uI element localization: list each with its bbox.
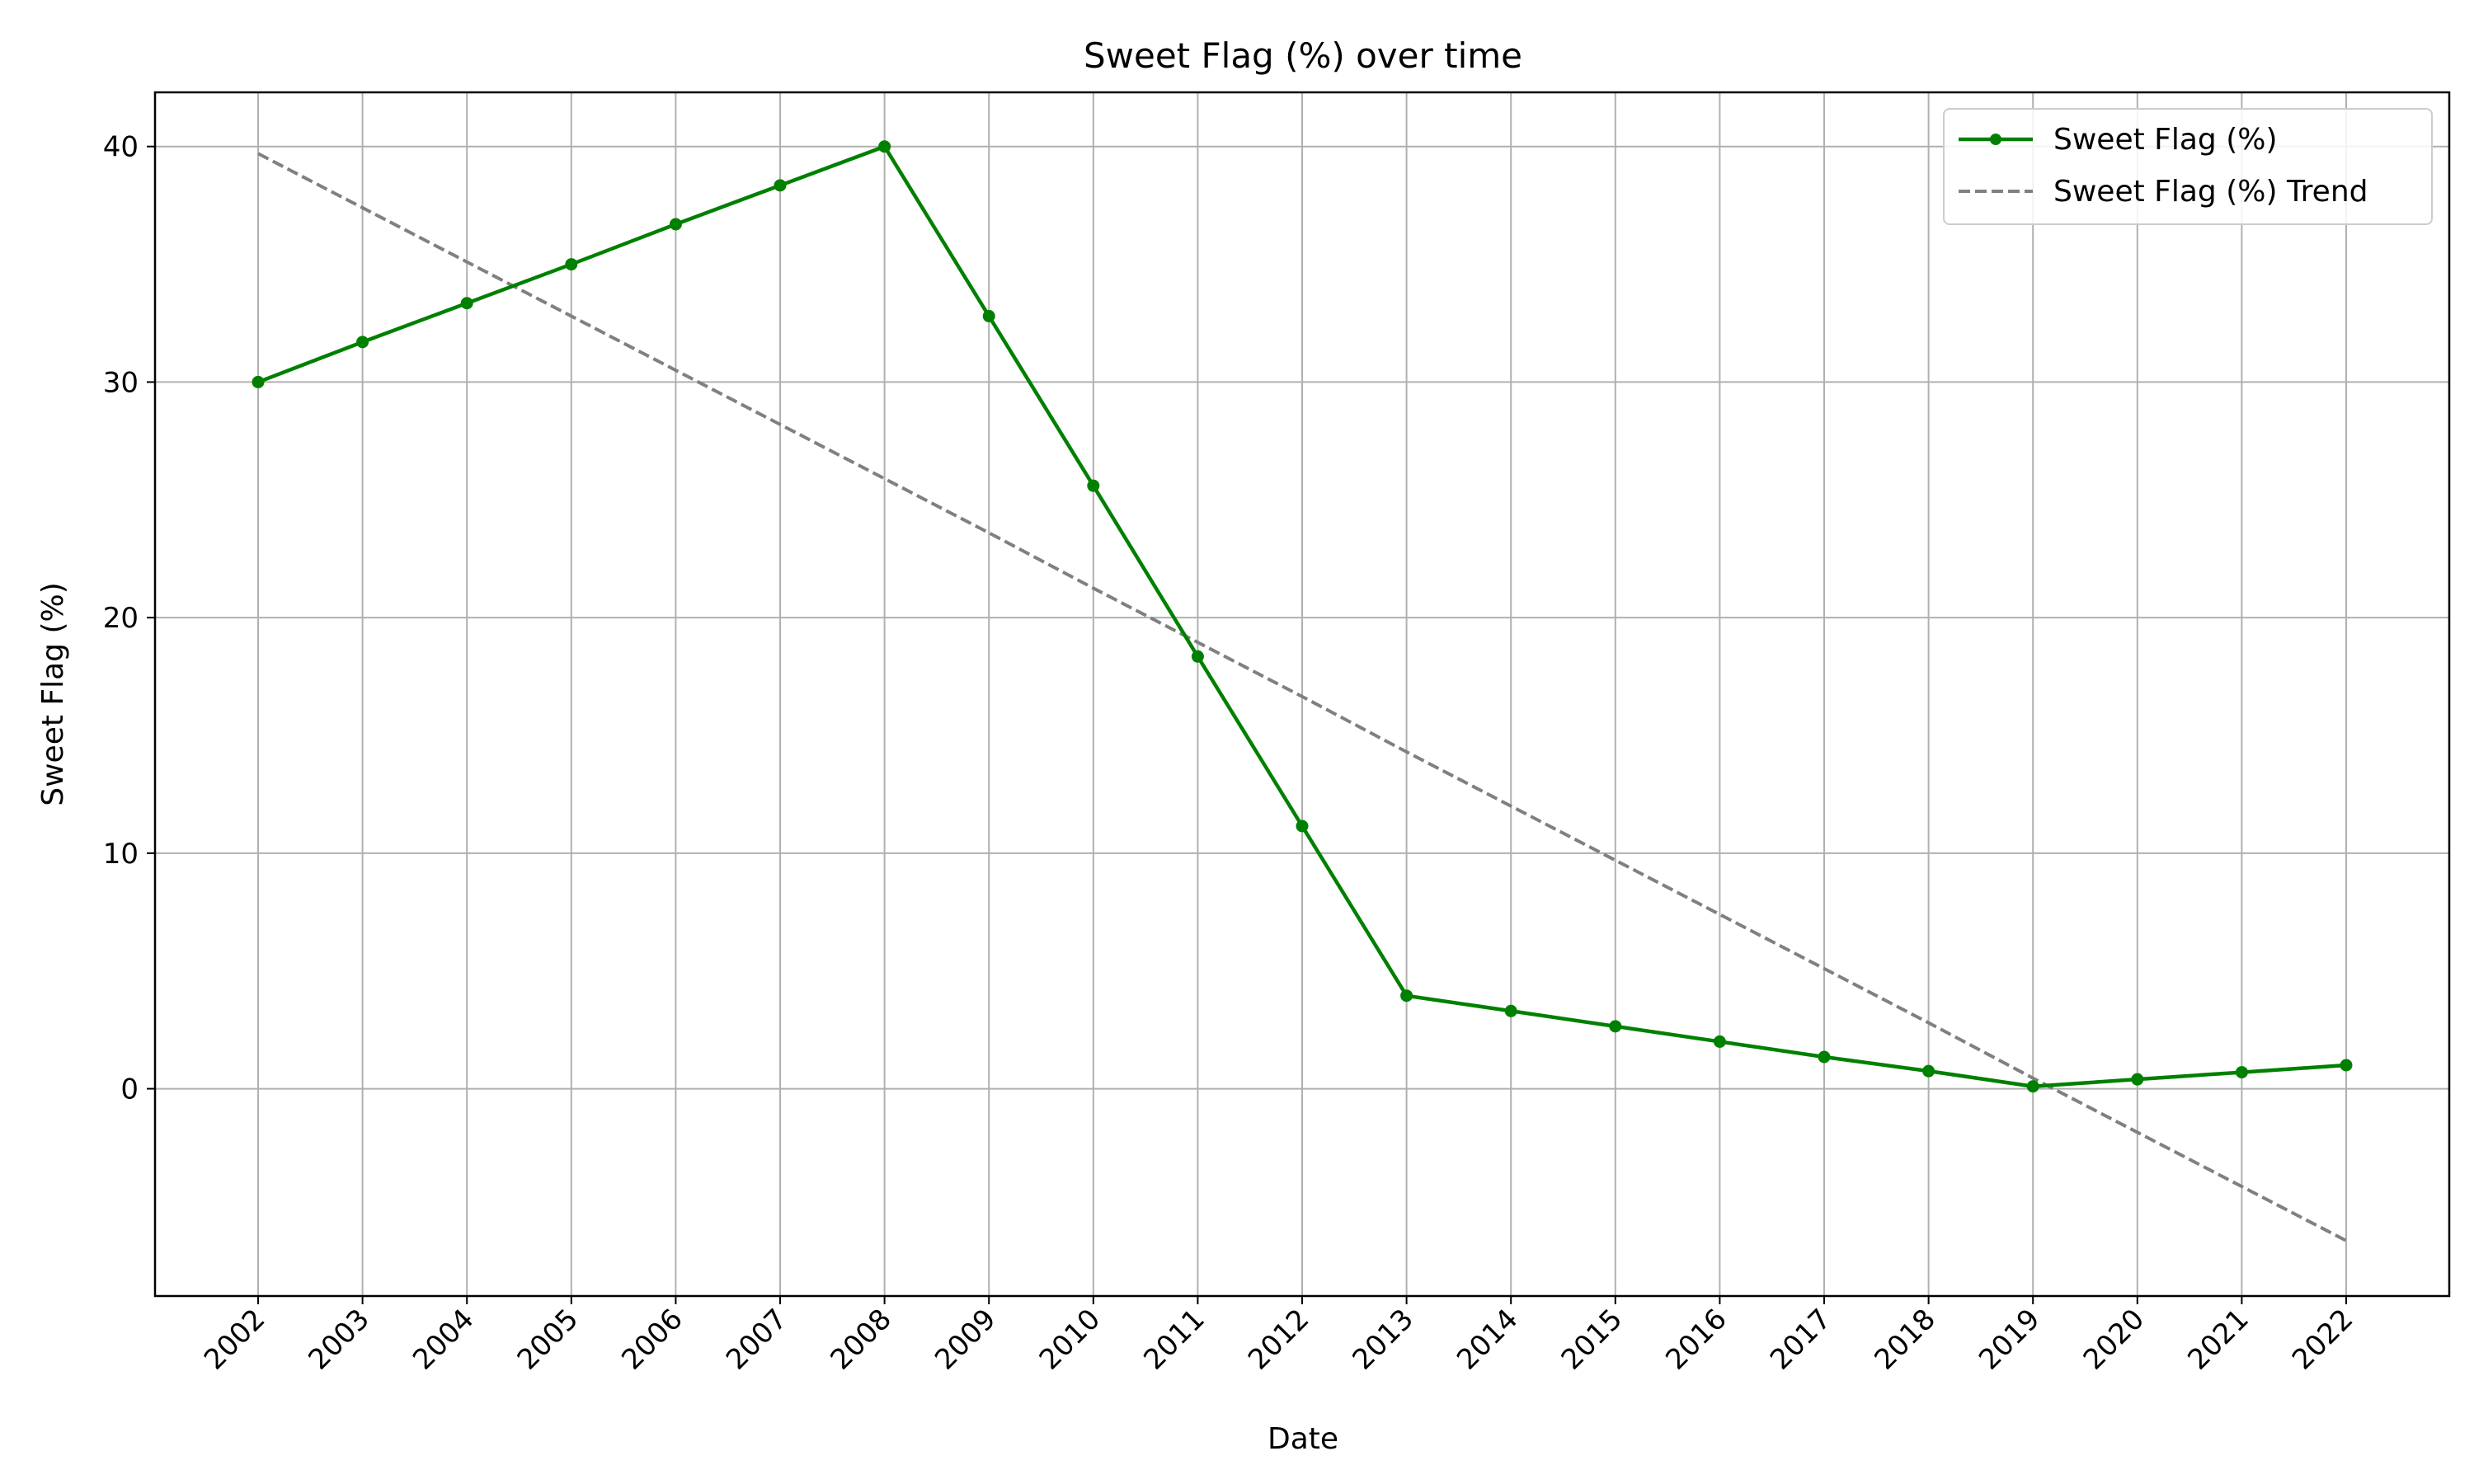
legend-box <box>1943 108 2433 225</box>
legend-label-trend: Sweet Flag (%) Trend <box>2053 175 2368 209</box>
chart-title: Sweet Flag (%) over time <box>1084 35 1522 76</box>
data-point-sweet-flag <box>878 140 891 153</box>
data-point-sweet-flag <box>565 258 578 271</box>
x-axis-title: Date <box>1268 1422 1338 1456</box>
series-layer <box>252 140 2353 1242</box>
data-point-sweet-flag <box>460 297 473 310</box>
series-line-sweet-flag-trend <box>257 152 2347 1242</box>
data-point-sweet-flag <box>774 179 787 192</box>
data-point-sweet-flag <box>2131 1073 2144 1086</box>
data-point-sweet-flag <box>669 218 682 231</box>
data-point-sweet-flag <box>1504 1004 1517 1017</box>
data-point-sweet-flag <box>1400 989 1413 1003</box>
y-tick-label: 10 <box>103 838 139 871</box>
data-point-sweet-flag <box>2340 1059 2353 1072</box>
data-point-sweet-flag <box>1713 1035 1726 1048</box>
legend-marker-sweet-flag <box>1990 134 2001 145</box>
data-point-sweet-flag <box>2026 1080 2039 1093</box>
y-tick-label: 40 <box>103 131 139 164</box>
data-point-sweet-flag <box>1191 650 1204 663</box>
data-point-sweet-flag <box>1818 1050 1831 1064</box>
y-axis: 0 10 20 30 40 <box>103 131 155 1106</box>
y-axis-title: Sweet Flag (%) <box>36 582 70 806</box>
y-tick-label: 20 <box>103 602 139 635</box>
data-point-sweet-flag <box>1922 1064 1935 1078</box>
y-tick-label: 30 <box>103 366 139 399</box>
data-point-sweet-flag <box>1296 819 1309 833</box>
legend: Sweet Flag (%) Sweet Flag (%) Trend <box>1943 108 2433 225</box>
legend-label-sweet-flag: Sweet Flag (%) <box>2053 123 2278 157</box>
data-point-sweet-flag <box>2235 1066 2248 1079</box>
data-point-sweet-flag <box>252 375 265 388</box>
data-point-sweet-flag <box>1609 1020 1622 1033</box>
data-point-sweet-flag <box>1087 479 1100 492</box>
y-tick-label: 0 <box>120 1073 139 1106</box>
data-point-sweet-flag <box>356 336 369 349</box>
data-point-sweet-flag <box>982 309 995 322</box>
